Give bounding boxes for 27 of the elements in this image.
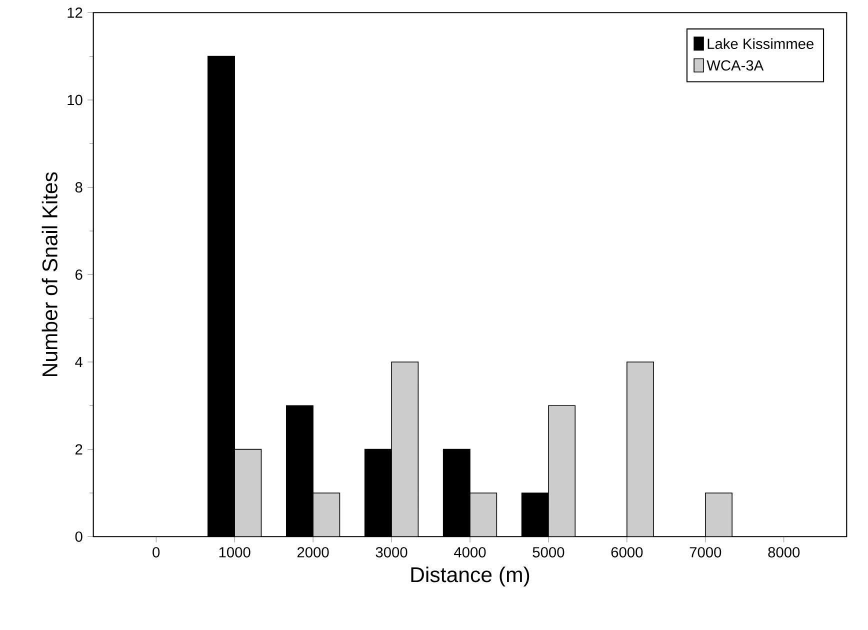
x-tick-label: 7000 [690, 547, 722, 558]
bar [391, 362, 419, 537]
bar [548, 405, 576, 537]
x-tick-label: 6000 [611, 547, 643, 558]
x-tick-label: 8000 [768, 547, 800, 558]
x-tick-label: 1000 [219, 547, 250, 558]
bar [626, 362, 654, 537]
x-tick-label: 2000 [297, 547, 329, 558]
x-tick-label: 0 [152, 547, 160, 558]
x-tick-label: 4000 [454, 547, 486, 558]
y-tick-label: 10 [68, 94, 82, 106]
x-tick-label: 5000 [532, 547, 564, 558]
y-tick-label: 0 [75, 531, 82, 542]
y-tick-label: 4 [75, 356, 82, 368]
y-tick-label: 6 [76, 269, 82, 280]
legend-label: Lake Kissimmee [708, 38, 814, 50]
bar [234, 448, 262, 537]
bar [470, 492, 498, 537]
legend-label: WCA-3A [706, 60, 764, 71]
x-tick-label: 3000 [376, 547, 408, 558]
y-tick-label: 12 [68, 8, 82, 18]
y-tick-label: 8 [75, 182, 82, 193]
y-tick-label: 2 [76, 444, 82, 454]
x-axis-title: Distance (m) [411, 566, 530, 586]
bar [705, 492, 732, 537]
y-axis-title: Number of Snail Kites [42, 172, 58, 376]
bar [312, 492, 340, 537]
